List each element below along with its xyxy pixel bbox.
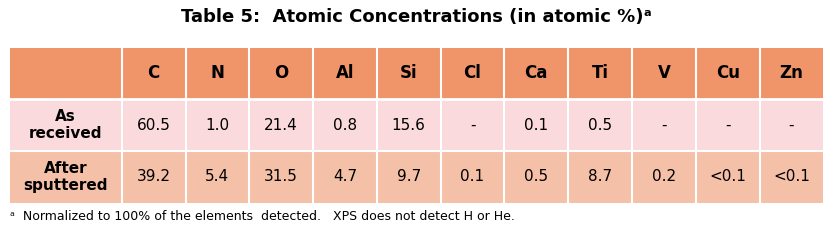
FancyBboxPatch shape: [441, 99, 505, 151]
FancyBboxPatch shape: [632, 99, 696, 151]
Text: Ca: Ca: [525, 64, 548, 82]
Text: 0.1: 0.1: [461, 169, 485, 184]
Text: 21.4: 21.4: [264, 118, 298, 133]
Text: N: N: [211, 64, 224, 82]
Text: Zn: Zn: [780, 64, 803, 82]
Text: 31.5: 31.5: [264, 169, 298, 184]
FancyBboxPatch shape: [249, 48, 313, 99]
FancyBboxPatch shape: [505, 48, 568, 99]
Text: -: -: [470, 118, 476, 133]
FancyBboxPatch shape: [186, 99, 249, 151]
FancyBboxPatch shape: [696, 151, 760, 203]
FancyBboxPatch shape: [632, 151, 696, 203]
FancyBboxPatch shape: [313, 151, 377, 203]
Text: <0.1: <0.1: [709, 169, 746, 184]
Text: 0.2: 0.2: [651, 169, 676, 184]
Text: Table 5:  Atomic Concentrations (in atomic %)ᵃ: Table 5: Atomic Concentrations (in atomi…: [181, 8, 652, 26]
FancyBboxPatch shape: [441, 48, 505, 99]
Text: 0.8: 0.8: [333, 118, 357, 133]
Text: Cl: Cl: [464, 64, 481, 82]
Text: Ti: Ti: [591, 64, 609, 82]
Text: 9.7: 9.7: [397, 169, 421, 184]
Text: 0.1: 0.1: [524, 118, 548, 133]
Text: After
sputtered: After sputtered: [23, 161, 108, 193]
FancyBboxPatch shape: [377, 151, 441, 203]
Text: <0.1: <0.1: [773, 169, 810, 184]
Text: -: -: [661, 118, 666, 133]
FancyBboxPatch shape: [186, 151, 249, 203]
Text: Si: Si: [400, 64, 417, 82]
Text: Cu: Cu: [716, 64, 740, 82]
Text: 0.5: 0.5: [588, 118, 612, 133]
FancyBboxPatch shape: [760, 48, 823, 99]
FancyBboxPatch shape: [505, 151, 568, 203]
Text: 15.6: 15.6: [392, 118, 426, 133]
FancyBboxPatch shape: [10, 48, 122, 99]
FancyBboxPatch shape: [568, 151, 632, 203]
FancyBboxPatch shape: [122, 99, 186, 151]
Text: O: O: [274, 64, 288, 82]
FancyBboxPatch shape: [505, 99, 568, 151]
FancyBboxPatch shape: [632, 48, 696, 99]
Text: As
received: As received: [29, 109, 102, 141]
Text: ᵃ  Normalized to 100% of the elements  detected.   XPS does not detect H or He.: ᵃ Normalized to 100% of the elements det…: [10, 210, 515, 223]
FancyBboxPatch shape: [760, 151, 823, 203]
Text: -: -: [789, 118, 794, 133]
FancyBboxPatch shape: [568, 99, 632, 151]
FancyBboxPatch shape: [10, 151, 122, 203]
Text: 4.7: 4.7: [333, 169, 357, 184]
FancyBboxPatch shape: [122, 48, 186, 99]
FancyBboxPatch shape: [377, 99, 441, 151]
Text: 8.7: 8.7: [588, 169, 612, 184]
FancyBboxPatch shape: [696, 48, 760, 99]
FancyBboxPatch shape: [377, 48, 441, 99]
FancyBboxPatch shape: [122, 151, 186, 203]
Text: 60.5: 60.5: [137, 118, 171, 133]
FancyBboxPatch shape: [186, 48, 249, 99]
Text: 0.5: 0.5: [524, 169, 548, 184]
FancyBboxPatch shape: [313, 48, 377, 99]
Text: V: V: [657, 64, 671, 82]
Text: 5.4: 5.4: [206, 169, 229, 184]
FancyBboxPatch shape: [441, 151, 505, 203]
FancyBboxPatch shape: [760, 99, 823, 151]
FancyBboxPatch shape: [10, 99, 122, 151]
FancyBboxPatch shape: [249, 151, 313, 203]
Text: C: C: [147, 64, 160, 82]
Text: Al: Al: [336, 64, 354, 82]
FancyBboxPatch shape: [696, 99, 760, 151]
Text: 39.2: 39.2: [137, 169, 171, 184]
FancyBboxPatch shape: [249, 99, 313, 151]
FancyBboxPatch shape: [313, 99, 377, 151]
FancyBboxPatch shape: [568, 48, 632, 99]
Text: -: -: [725, 118, 731, 133]
Text: 1.0: 1.0: [206, 118, 229, 133]
